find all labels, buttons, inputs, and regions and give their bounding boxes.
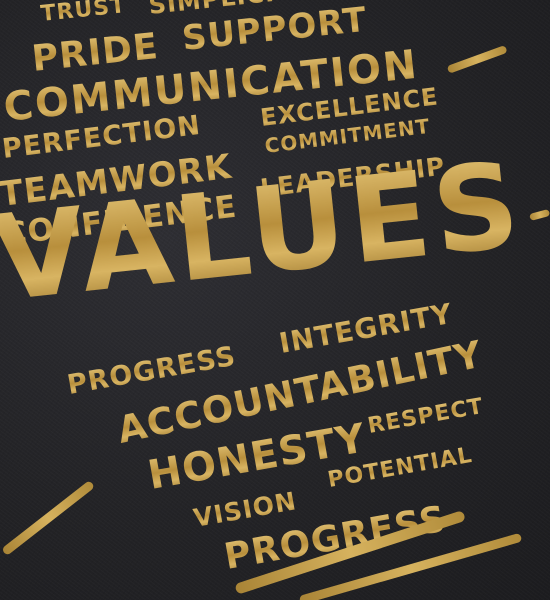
brush-stroke-right (529, 208, 550, 221)
brush-stroke-top-right (446, 45, 508, 74)
word-vision: VISION (191, 486, 299, 533)
word-respect: RESPECT (365, 394, 486, 439)
brush-stroke-left-bottom (1, 479, 96, 557)
word-trust: TRUST (39, 0, 127, 27)
